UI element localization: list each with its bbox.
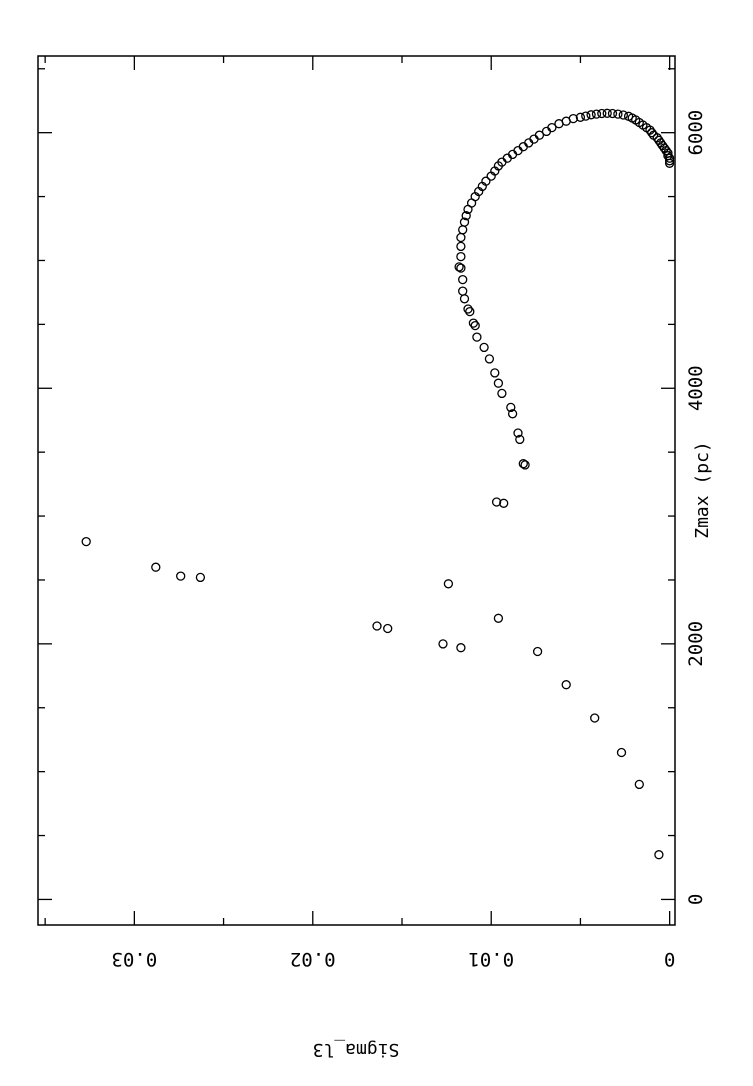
data-point	[151, 562, 161, 572]
data-point	[176, 571, 186, 581]
y-tick-label: 0	[664, 948, 675, 970]
data-point	[534, 130, 545, 140]
axis-ticks	[38, 56, 675, 925]
data-point	[195, 572, 206, 583]
data-point	[459, 294, 470, 304]
data-point	[493, 378, 504, 388]
data-point	[468, 318, 479, 328]
data-point	[497, 388, 507, 399]
data-point	[456, 643, 466, 653]
y-axis-label: Sigma_l3	[313, 1039, 400, 1060]
data-point	[520, 460, 530, 470]
data-point	[458, 225, 468, 235]
y-tick-label: 0.01	[468, 948, 514, 970]
data-point	[463, 304, 473, 314]
data-points	[81, 108, 675, 860]
data-point	[470, 320, 480, 331]
data-point	[458, 274, 468, 285]
data-point	[456, 232, 466, 243]
data-point	[458, 286, 468, 296]
data-point	[459, 217, 470, 227]
data-point	[456, 263, 466, 273]
x-tick-label: 0	[685, 894, 707, 905]
data-point	[465, 306, 475, 317]
data-point	[499, 498, 509, 508]
plot-frame	[37, 55, 676, 926]
data-point	[484, 354, 495, 364]
data-point	[454, 262, 464, 272]
x-axis-label: Zmax (pc)	[692, 441, 713, 539]
data-point	[616, 747, 627, 758]
data-point	[591, 109, 602, 119]
data-point	[581, 111, 591, 121]
data-point	[513, 428, 523, 438]
data-point	[532, 646, 543, 657]
data-point	[461, 211, 471, 221]
data-point	[654, 850, 664, 860]
data-point	[472, 332, 482, 342]
data-point	[634, 779, 644, 790]
data-point	[647, 128, 657, 138]
x-tick-label: 2000	[685, 621, 707, 667]
data-point	[597, 108, 607, 119]
data-point	[506, 402, 516, 413]
data-point	[479, 342, 489, 353]
data-point	[568, 113, 578, 124]
data-point	[590, 713, 600, 723]
data-point	[547, 122, 557, 133]
x-tick-label: 6000	[685, 110, 707, 156]
data-point	[586, 110, 596, 120]
data-point	[372, 621, 382, 631]
data-point	[491, 497, 502, 507]
data-point	[493, 613, 504, 623]
y-tick-label: 0.03	[111, 948, 157, 970]
data-point	[613, 109, 623, 119]
data-point	[561, 680, 571, 690]
data-point	[443, 579, 454, 589]
data-point	[383, 623, 393, 634]
data-point	[618, 110, 628, 120]
data-point	[518, 459, 528, 469]
data-point	[664, 156, 675, 166]
data-point	[515, 434, 525, 445]
y-tick-label: 0.02	[290, 948, 336, 970]
data-point	[507, 409, 518, 419]
data-point	[607, 108, 618, 119]
data-point	[602, 108, 612, 118]
data-point	[664, 158, 675, 168]
tick-labels: 0 2000 4000 6000 0 0.01 0.02 0.03	[111, 110, 707, 970]
data-point	[81, 536, 91, 547]
data-point	[456, 241, 466, 252]
data-point	[661, 145, 671, 156]
data-point	[664, 153, 675, 163]
x-tick-label: 4000	[685, 365, 707, 411]
data-point	[481, 176, 491, 186]
data-point	[490, 368, 500, 378]
data-point	[575, 112, 586, 122]
data-point	[456, 251, 466, 262]
data-point	[438, 639, 448, 649]
